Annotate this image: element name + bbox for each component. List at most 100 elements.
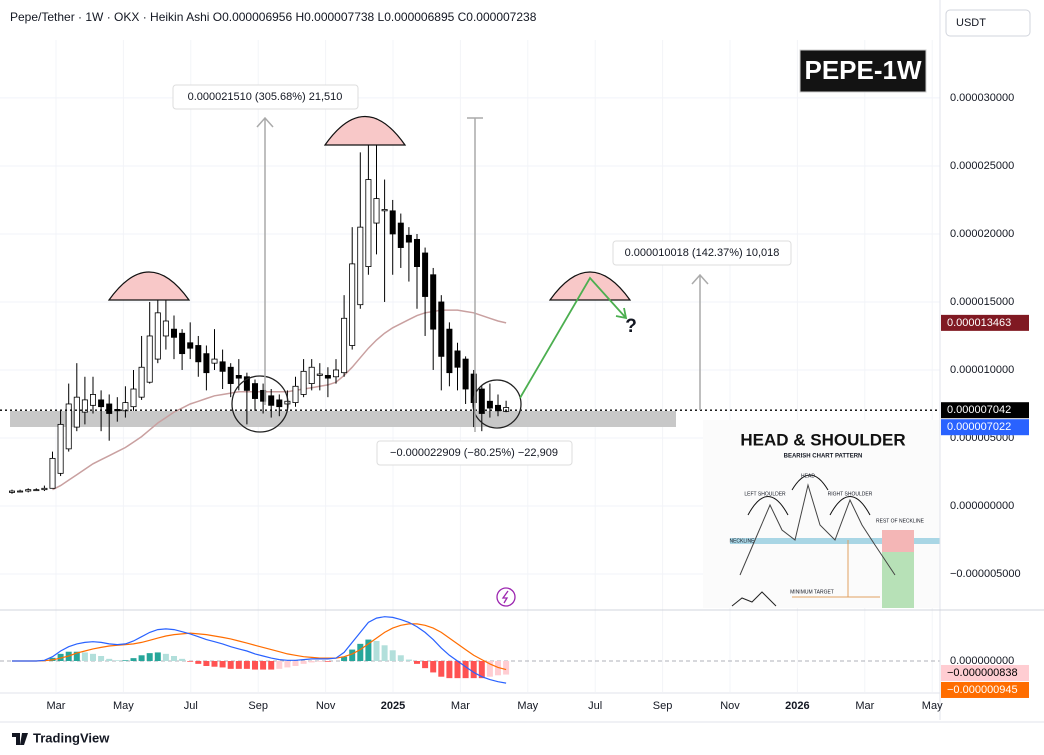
macd-tick-label: 0.000000000: [950, 655, 1014, 667]
candle-body: [292, 385, 299, 404]
macd-histogram-bar: [162, 653, 169, 661]
y-tick-label: 0.000015000: [950, 296, 1014, 308]
x-tick-label: May: [113, 700, 134, 712]
event-icon-bolt: [501, 590, 509, 604]
macd-histogram-bar: [462, 661, 469, 679]
candle-body: [332, 369, 339, 378]
annotation-box: [376, 440, 573, 466]
circle-marker: [472, 379, 522, 429]
event-icon[interactable]: [496, 587, 516, 607]
candle-body: [33, 489, 40, 492]
x-tick-label: 2026: [785, 700, 809, 712]
macd-histogram-bar: [138, 655, 145, 661]
macd-histogram-bar: [365, 639, 372, 661]
candle-body: [8, 490, 15, 493]
annotation: −0.000022909 (−80.25%) −22,909: [390, 447, 558, 459]
brand: TradingView: [33, 730, 110, 745]
macd-histogram-bar: [324, 661, 331, 662]
price-label: 0.000013463: [947, 317, 1011, 329]
brand-logo: [12, 733, 28, 745]
drawings: [107, 84, 792, 466]
inset-label: LEFT SHOULDER: [744, 491, 786, 497]
candle-body: [41, 487, 48, 491]
macd-histogram-bar: [243, 661, 250, 669]
price-label: 0.000007022: [947, 421, 1011, 433]
candle-body: [138, 366, 145, 398]
x-tick-label: Jul: [588, 700, 602, 712]
candle-body: [405, 234, 412, 243]
macd-histogram-bar: [154, 652, 161, 661]
candle-body: [114, 409, 121, 412]
candle-body: [73, 396, 80, 428]
inset-label: MINIMUM TARGET: [790, 589, 834, 595]
macd-histogram-bar: [106, 658, 113, 661]
inset-subtitle: BEARISH CHART PATTERN: [784, 454, 863, 460]
candle-body: [324, 375, 331, 379]
candle-body: [130, 388, 137, 408]
candle-body: [454, 350, 461, 368]
candle-body: [251, 383, 258, 399]
candle-body: [170, 328, 177, 338]
macd-histogram-bar: [454, 661, 461, 679]
candle-body: [413, 238, 420, 267]
candle-body: [106, 403, 113, 414]
macd-histogram-bar: [187, 661, 194, 662]
y-tick-label: 0.000010000: [950, 364, 1014, 376]
arrow-head: [615, 307, 628, 320]
macd-histogram-bar: [73, 651, 80, 661]
inset-label: HEAD: [801, 473, 815, 479]
macd-line: [12, 616, 507, 684]
annotation: 0.000010018 (142.37%) 10,018: [625, 247, 780, 259]
macd-histogram-bar: [195, 661, 202, 664]
macd-histogram-bar: [414, 661, 420, 664]
macd-histogram-bar: [495, 661, 501, 676]
head-arc: [323, 116, 407, 146]
candle-body: [365, 179, 372, 267]
x-tick-label: Sep: [653, 700, 673, 712]
left-shoulder-arc: [107, 271, 191, 301]
measure-down: [467, 117, 483, 432]
x-tick-label: Jul: [184, 700, 198, 712]
candle-body: [187, 342, 194, 349]
annotation: 0.000021510 (305.68%) 21,510: [188, 91, 343, 103]
x-tick-label: Mar: [855, 700, 874, 712]
candle-body: [389, 210, 396, 235]
macd-histogram-bar: [478, 661, 485, 679]
candle-body: [308, 366, 315, 384]
candle-body: [203, 353, 210, 374]
candle-body: [470, 373, 477, 404]
candle-body: [349, 263, 356, 346]
y-tick-label: 0.000020000: [950, 228, 1014, 240]
candle-body: [397, 222, 404, 248]
x-tick-label: Nov: [316, 700, 336, 712]
macd-histogram-bar: [211, 661, 218, 667]
macd-histogram-bar: [397, 655, 404, 661]
macd-histogram-bar: [171, 656, 177, 661]
candle-body: [154, 312, 161, 360]
macd-histogram-bar: [284, 661, 291, 668]
candle-body: [422, 252, 429, 297]
candle-body: [49, 457, 56, 489]
macd-histogram-bar: [203, 661, 210, 666]
inset-stop: [882, 530, 914, 552]
macd-histogram-bar: [486, 661, 493, 677]
currency-button[interactable]: [945, 9, 1031, 37]
annotation-box: [612, 240, 792, 266]
price-label: −0.000000838: [947, 667, 1018, 679]
currency-label[interactable]: USDT: [956, 17, 986, 29]
candle-body: [357, 226, 364, 306]
candle-body: [503, 407, 510, 412]
inset-target: [882, 552, 914, 608]
macd-histogram-bar: [179, 658, 186, 661]
macd-histogram-bar: [276, 661, 283, 669]
macd-histogram-bar: [422, 661, 429, 669]
candle-body: [243, 376, 250, 391]
inset-path: [739, 483, 896, 576]
measure-target: [691, 273, 709, 410]
badge: [799, 49, 927, 93]
macd-histogram-bar: [341, 656, 348, 661]
candle-body: [65, 403, 72, 450]
inset-image: HEAD & SHOULDER BEARISH CHART PATTERN LE…: [703, 420, 940, 608]
